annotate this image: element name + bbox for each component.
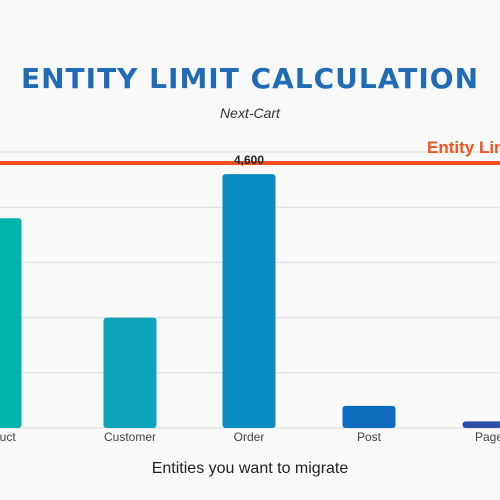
bars xyxy=(0,174,500,428)
bar-page xyxy=(462,421,500,428)
chart-subtitle: Next-Cart xyxy=(220,105,280,121)
bar-product xyxy=(0,218,22,428)
bar-post xyxy=(342,405,396,428)
x-tick-label: Order xyxy=(234,430,265,444)
chart-title: ENTITY LIMIT CALCULATION xyxy=(20,62,480,95)
x-tick-label: Post xyxy=(357,430,382,444)
x-tick-label: Page xyxy=(475,430,500,444)
entity-limit-label: Entity Limit xyxy=(427,138,500,157)
x-tick-labels: Product Customer Order Post Page xyxy=(0,430,500,444)
bar-order xyxy=(222,174,276,428)
x-tick-label: Product xyxy=(0,430,16,444)
data-label: 4,600 xyxy=(234,153,264,167)
x-tick-label: Customer xyxy=(104,430,156,444)
x-axis-label: Entities you want to migrate xyxy=(151,460,349,477)
data-labels: 4,600 xyxy=(234,153,264,167)
bar-customer xyxy=(103,317,157,428)
